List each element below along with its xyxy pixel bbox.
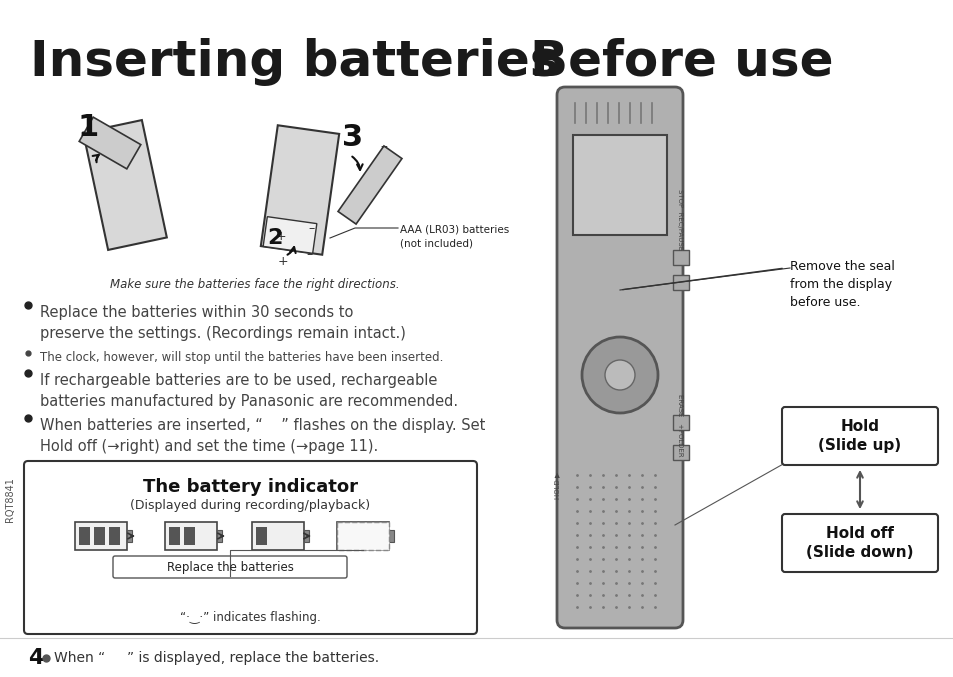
Bar (304, 530, 309, 542)
Bar (216, 530, 222, 542)
Bar (79, 527, 90, 545)
Bar (109, 527, 120, 545)
Bar (672, 250, 688, 265)
Circle shape (604, 360, 635, 390)
Text: 4: 4 (28, 648, 43, 668)
Text: Hold
(Slide up): Hold (Slide up) (818, 418, 901, 454)
Text: When batteries are inserted, “    ” flashes on the display. Set
Hold off (→right: When batteries are inserted, “ ” flashes… (40, 418, 485, 454)
Text: If rechargeable batteries are to be used, rechargeable
batteries manufactured by: If rechargeable batteries are to be used… (40, 373, 457, 409)
Text: –: – (379, 141, 387, 155)
Text: AAA (LR03) batteries
(not included): AAA (LR03) batteries (not included) (399, 225, 509, 248)
Bar (573, 135, 666, 235)
Bar (75, 522, 127, 550)
Bar (184, 527, 194, 545)
Text: 3: 3 (341, 123, 363, 152)
Bar (672, 445, 688, 460)
Text: Replace the batteries: Replace the batteries (167, 561, 294, 573)
Bar (94, 527, 105, 545)
Text: Before use: Before use (530, 38, 833, 86)
Bar (336, 522, 389, 550)
Text: HOLD ▶: HOLD ▶ (554, 471, 559, 499)
Bar (165, 522, 216, 550)
FancyBboxPatch shape (557, 87, 682, 628)
Polygon shape (263, 217, 316, 253)
Bar (336, 522, 389, 550)
Text: 2: 2 (267, 228, 282, 248)
Text: The battery indicator: The battery indicator (143, 478, 357, 496)
Polygon shape (83, 120, 167, 250)
FancyBboxPatch shape (112, 556, 347, 578)
Text: RQT8841: RQT8841 (5, 477, 15, 523)
Bar (255, 527, 267, 545)
Bar (169, 527, 180, 545)
Bar (672, 275, 688, 290)
Polygon shape (260, 125, 339, 255)
Text: +: + (275, 230, 286, 243)
Text: STOP  REC/PAUSE: STOP REC/PAUSE (677, 190, 682, 250)
Text: ERASE   +FOLDER: ERASE +FOLDER (677, 394, 682, 456)
Text: –: – (308, 222, 314, 235)
Text: Make sure the batteries face the right directions.: Make sure the batteries face the right d… (111, 278, 399, 291)
Text: “·‿·” indicates flashing.: “·‿·” indicates flashing. (180, 611, 320, 624)
Bar (389, 530, 394, 542)
Text: Remove the seal
from the display
before use.: Remove the seal from the display before … (789, 260, 894, 309)
Polygon shape (337, 146, 401, 224)
Text: Replace the batteries within 30 seconds to
preserve the settings. (Recordings re: Replace the batteries within 30 seconds … (40, 305, 405, 341)
Text: –: – (306, 248, 312, 261)
Circle shape (581, 337, 658, 413)
Text: The clock, however, will stop until the batteries have been inserted.: The clock, however, will stop until the … (40, 351, 443, 364)
Bar (252, 522, 304, 550)
Bar (127, 530, 132, 542)
Text: +: + (277, 255, 289, 268)
Text: When “     ” is displayed, replace the batteries.: When “ ” is displayed, replace the batte… (54, 651, 378, 665)
FancyBboxPatch shape (781, 514, 937, 572)
FancyBboxPatch shape (781, 407, 937, 465)
Text: Hold off
(Slide down): Hold off (Slide down) (805, 525, 913, 561)
Text: 1: 1 (78, 114, 99, 142)
FancyBboxPatch shape (24, 461, 476, 634)
Text: (Displayed during recording/playback): (Displayed during recording/playback) (131, 498, 370, 512)
Text: Inserting batteries: Inserting batteries (30, 38, 558, 86)
Bar (672, 415, 688, 430)
Polygon shape (79, 117, 141, 169)
